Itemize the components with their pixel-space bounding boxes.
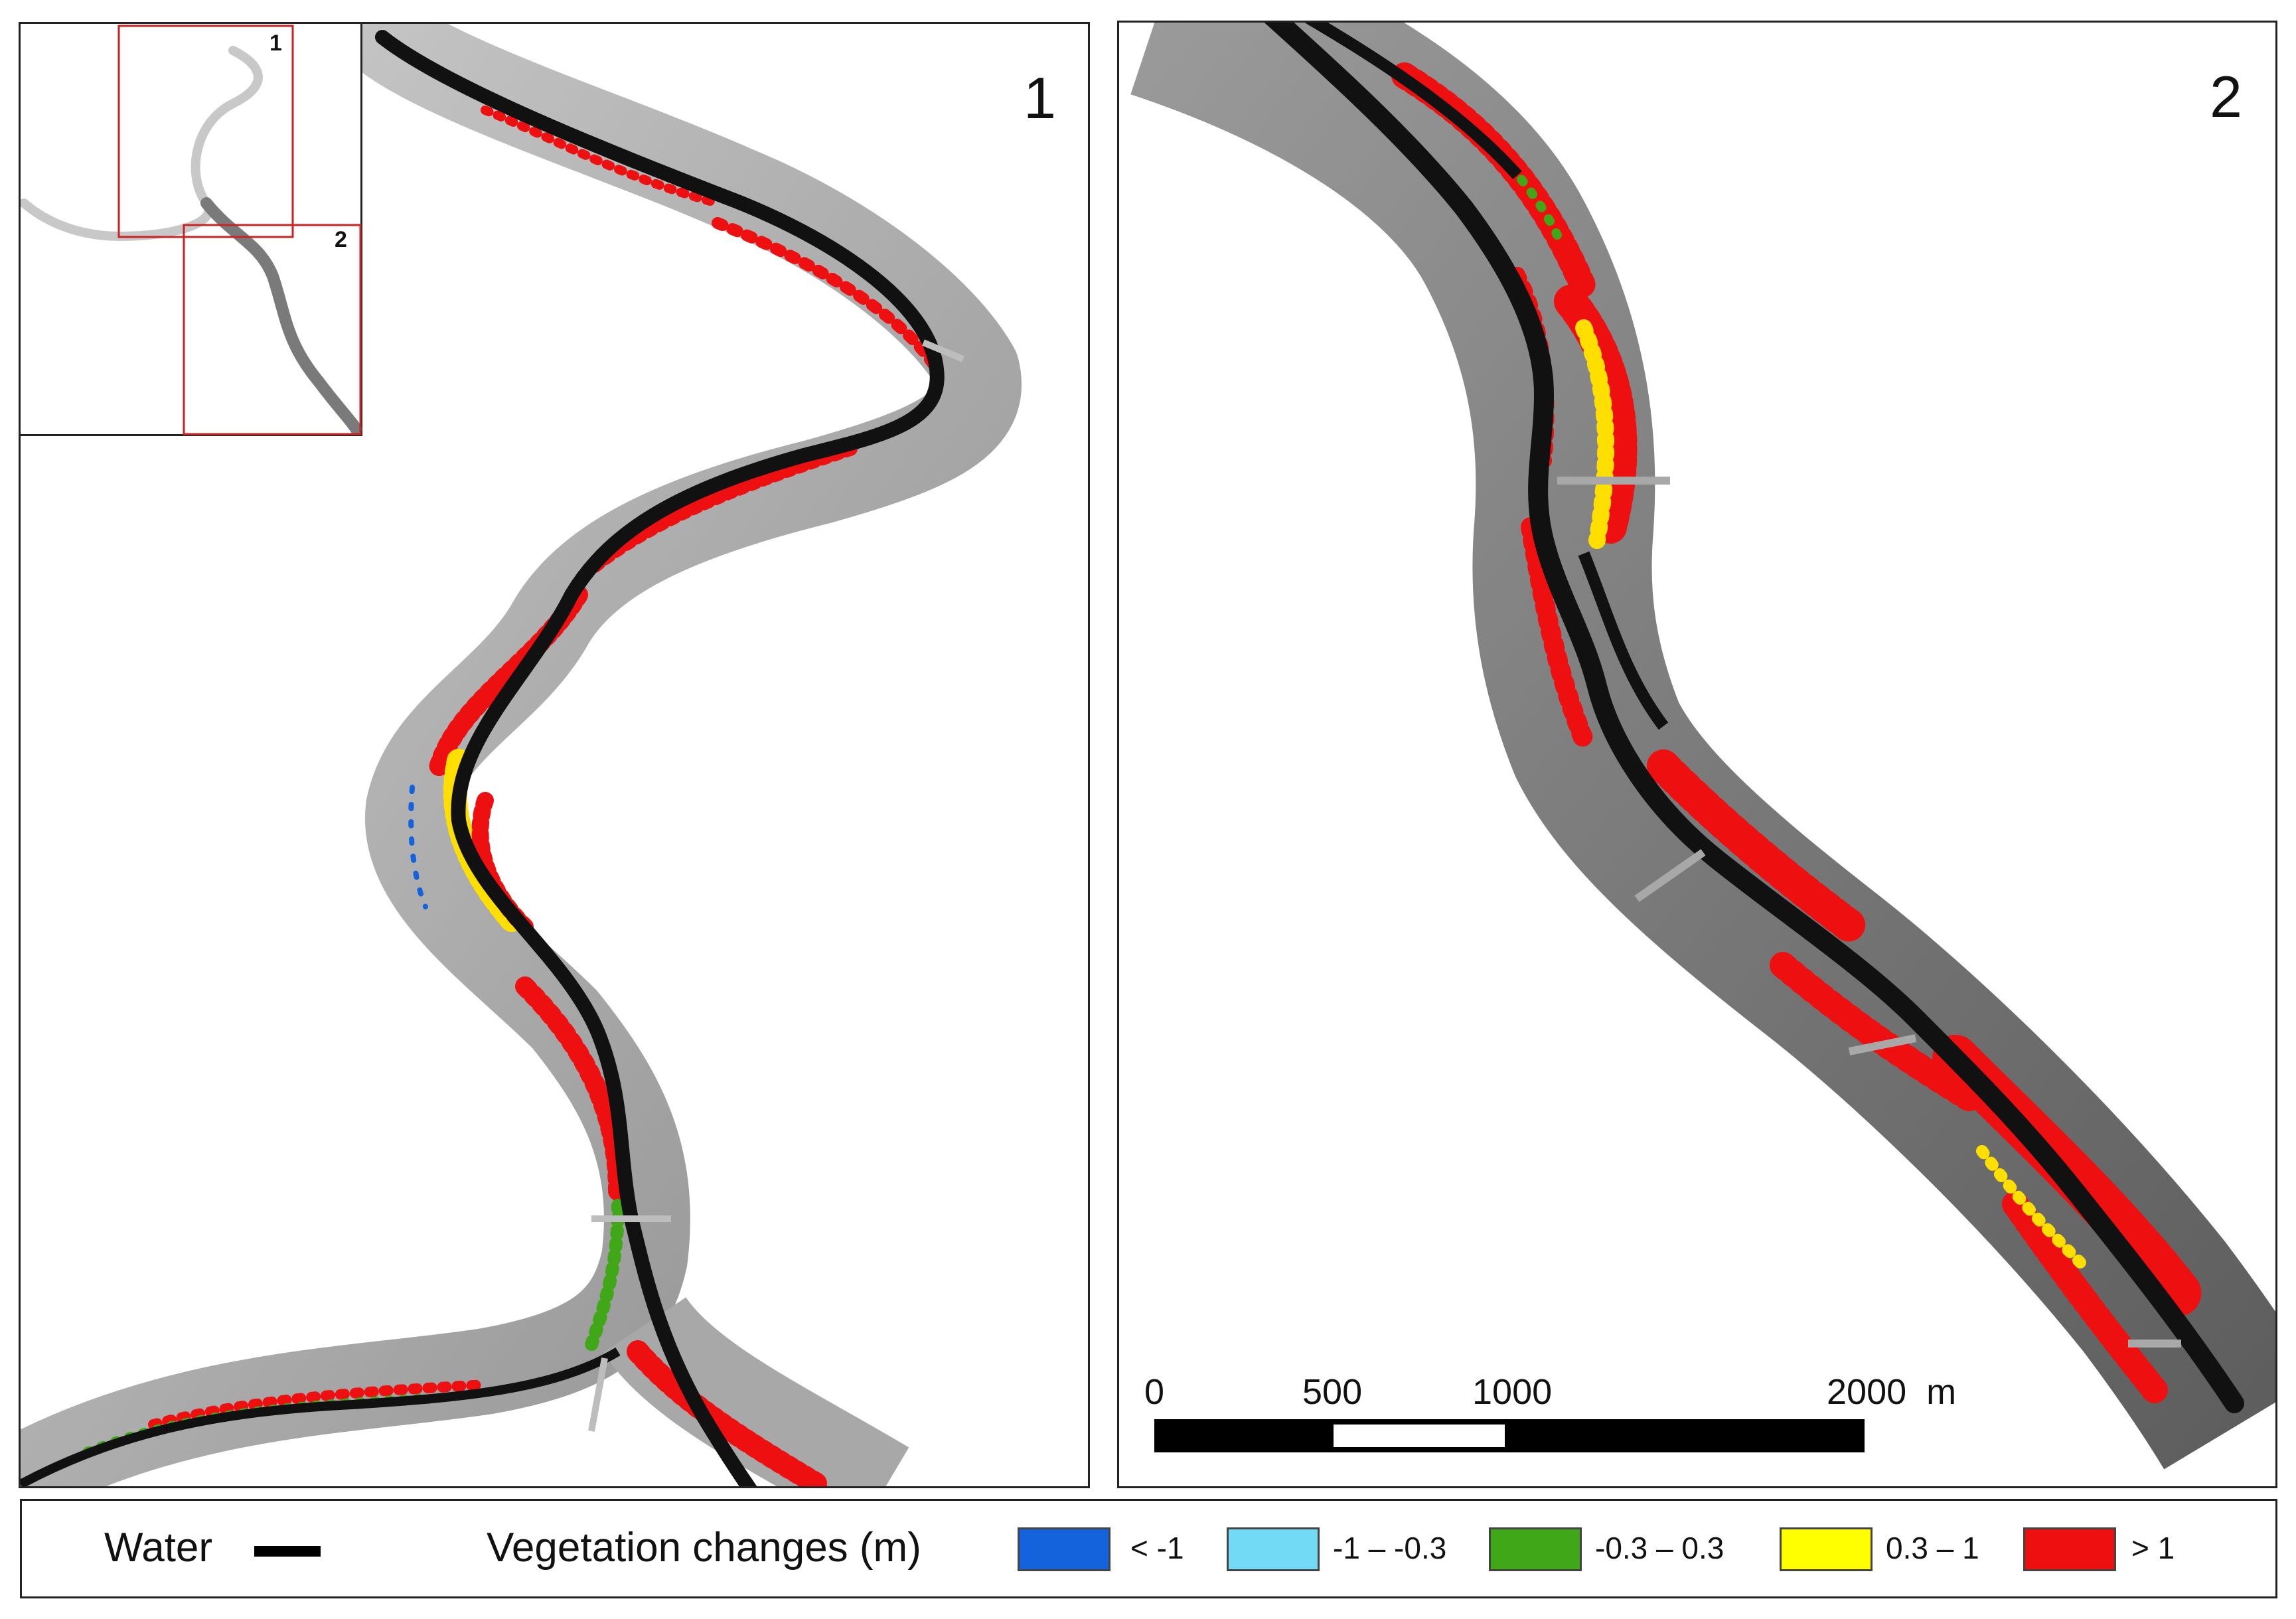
legend-vegetation-title: Vegetation changes (m) xyxy=(487,1525,921,1571)
legend-swatch-lt-minus1 xyxy=(1018,1527,1110,1571)
map-legend: Water Vegetation changes (m) < -1 -1 – -… xyxy=(20,1499,2277,1598)
legend-swatch-03-1 xyxy=(1780,1527,1873,1571)
map-panel-1: 1 2 1 xyxy=(19,22,1090,1488)
legend-water-symbol xyxy=(254,1546,321,1557)
river-map-1 xyxy=(21,24,1022,1486)
panel-number-1: 1 xyxy=(1024,65,1056,131)
legend-swatch-minus1-minus03 xyxy=(1227,1527,1320,1571)
panel-number-2: 2 xyxy=(2210,64,2242,129)
legend-label-03-1: 0.3 – 1 xyxy=(1886,1531,1979,1565)
inset-box-1 xyxy=(117,25,294,238)
legend-water-label: Water xyxy=(104,1525,213,1571)
legend-label-minus03-03: -0.3 – 0.3 xyxy=(1595,1531,1724,1565)
inset-label-2: 2 xyxy=(335,227,347,252)
overview-map xyxy=(21,25,362,435)
inset-box-2 xyxy=(183,224,362,435)
river-map-2 xyxy=(1130,23,2275,1470)
legend-label-minus1-minus03: -1 – -0.3 xyxy=(1333,1531,1447,1565)
legend-swatch-gt-1 xyxy=(2023,1527,2116,1571)
legend-label-lt-minus1: < -1 xyxy=(1130,1531,1184,1565)
inset-label-1: 1 xyxy=(269,31,282,56)
overview-inset: 1 2 xyxy=(21,24,362,436)
map-panel-2: 0 500 1000 2000 m 2 xyxy=(1117,21,2277,1488)
legend-swatch-minus03-03 xyxy=(1489,1527,1582,1571)
water-channel-1 xyxy=(375,30,945,1486)
water-channel-2 xyxy=(1264,23,2244,1413)
legend-label-gt-1: > 1 xyxy=(2131,1531,2175,1565)
